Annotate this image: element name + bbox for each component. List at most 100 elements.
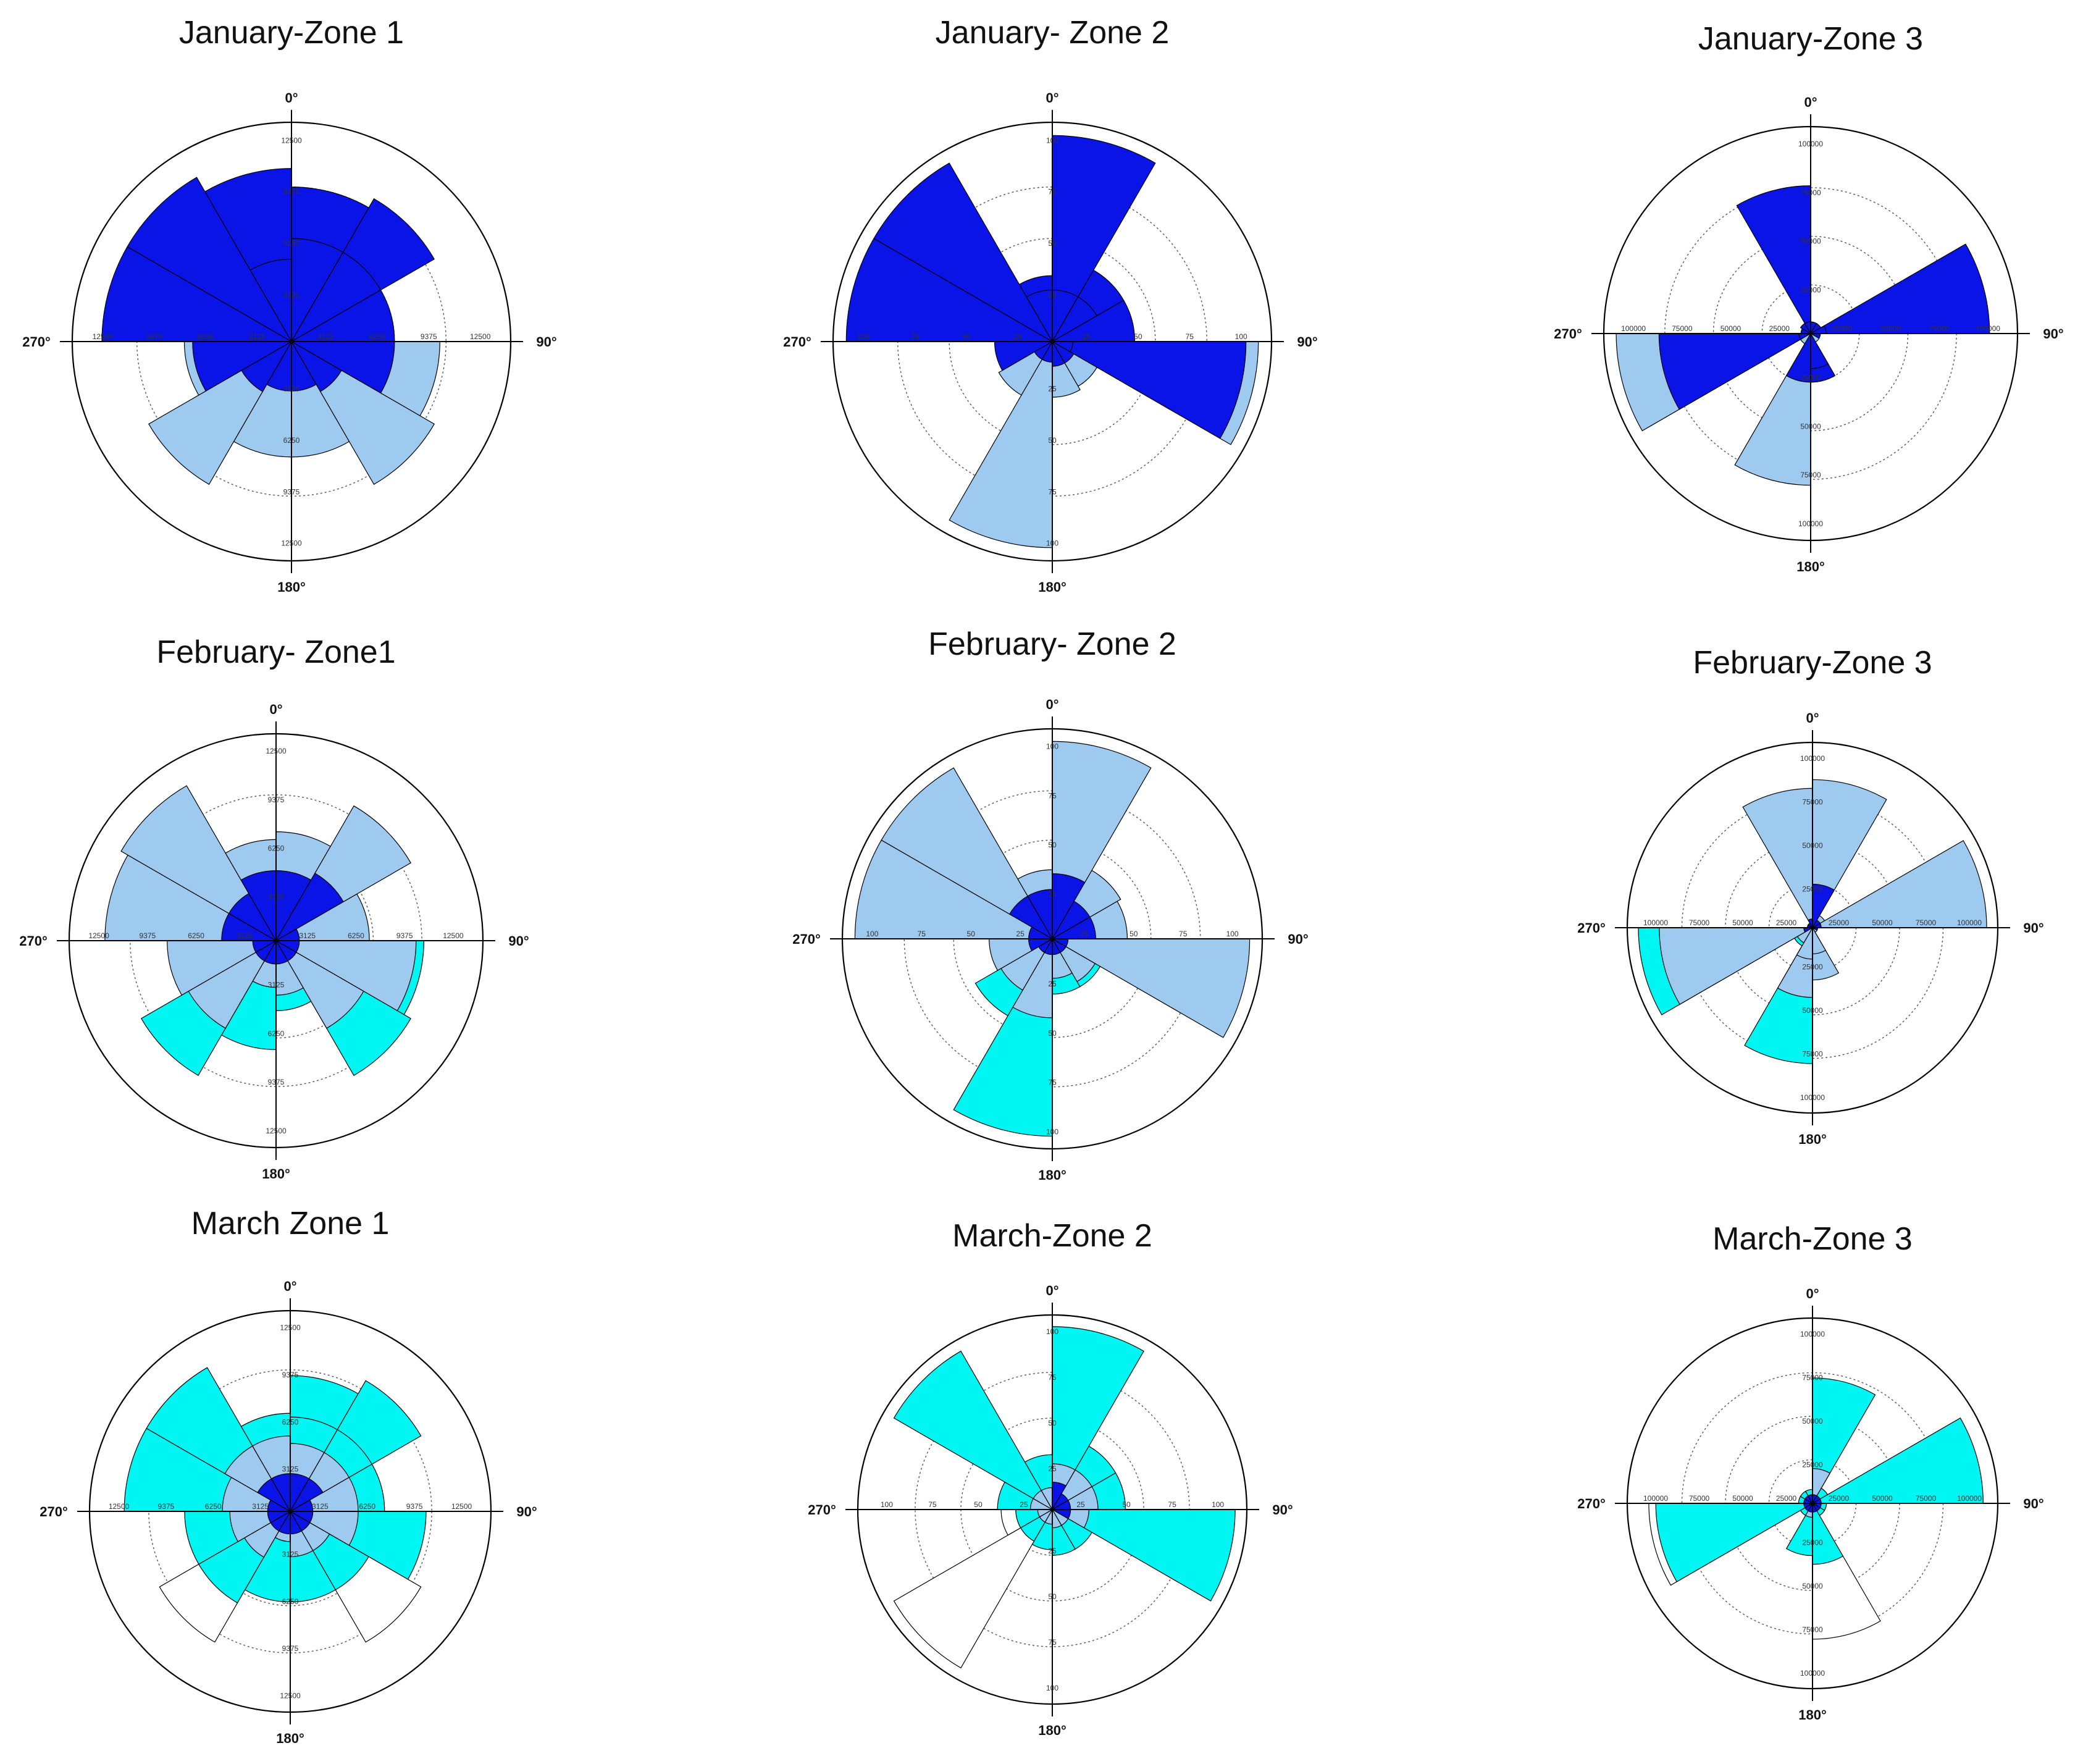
rose-sector — [290, 251, 382, 343]
axis-tick-label: 12500 — [93, 332, 114, 341]
direction-label: 0° — [269, 702, 282, 717]
axis-tick-label: 3125 — [299, 931, 316, 940]
axis-tick-label: 3125 — [317, 332, 334, 341]
direction-label: 270° — [808, 1502, 836, 1518]
axis-tick-label: 9375 — [282, 1371, 299, 1379]
axis-tick-label: 100000 — [1800, 1093, 1825, 1102]
axis-tick-label: 75000 — [1672, 324, 1693, 333]
direction-label: 90° — [1297, 334, 1317, 350]
rose-sector — [101, 246, 293, 342]
rose-sector — [1050, 1509, 1236, 1602]
axis-tick-label: 25 — [1048, 1547, 1057, 1555]
rose-chart-2: January- Zone 2 100 100 100 100 75 75 75 75 50 50 5… — [783, 15, 1317, 595]
direction-label: 0° — [1046, 90, 1058, 106]
axis-tick-label: 9375 — [158, 1502, 175, 1511]
axis-tick-label: 3125 — [312, 1502, 329, 1511]
direction-label: 0° — [1804, 94, 1817, 110]
axis-tick-label: 75000 — [1916, 918, 1937, 927]
axis-tick-label: 25000 — [1800, 285, 1821, 294]
direction-label: 180° — [1798, 1132, 1827, 1147]
axis-tick-label: 75 — [1048, 1078, 1057, 1087]
axis-tick-label: 6250 — [348, 931, 364, 940]
axis-tick-label: 9375 — [146, 332, 162, 341]
rose-sector — [854, 839, 1054, 939]
chart-title: March-Zone 2 — [952, 1218, 1152, 1254]
chart-title: January- Zone 2 — [936, 15, 1170, 51]
axis-tick-label: 100 — [1226, 930, 1239, 938]
direction-label: 0° — [1806, 710, 1819, 726]
axis-tick-label: 75000 — [1802, 1374, 1823, 1382]
axis-tick-label: 25000 — [1776, 918, 1797, 927]
axis-tick-label: 75 — [1048, 1638, 1057, 1647]
axis-tick-label: 100000 — [1643, 1494, 1668, 1503]
chart-title: March-Zone 3 — [1712, 1221, 1913, 1257]
rose-chart-6: February-Zone 3 100000 100000 100000 100000 7… — [1577, 645, 2043, 1147]
axis-tick-label: 50 — [1048, 436, 1057, 445]
axis-tick-label: 75 — [1168, 1500, 1176, 1509]
direction-label: 180° — [276, 1731, 304, 1746]
rose-sector — [949, 340, 1053, 548]
axis-tick-label: 12500 — [443, 931, 464, 940]
axis-tick-label: 100000 — [1957, 918, 1982, 927]
axis-tick-label: 75 — [928, 1500, 937, 1509]
direction-label: 180° — [262, 1166, 290, 1182]
axis-tick-label: 100 — [1212, 1500, 1224, 1509]
axis-tick-label: 9375 — [283, 188, 300, 196]
axis-tick-label: 75 — [1048, 487, 1057, 496]
axis-tick-label: 50000 — [1732, 918, 1753, 927]
rose-sector — [274, 940, 417, 1012]
axis-tick-label: 3125 — [252, 1502, 269, 1511]
rose-sector — [1655, 1503, 1814, 1582]
rose-sector — [1052, 1326, 1144, 1511]
axis-tick-label: 75000 — [1802, 1626, 1823, 1634]
axis-tick-label: 25000 — [1829, 1494, 1850, 1503]
axis-tick-label: 100 — [881, 1500, 893, 1509]
axis-tick-label: 25000 — [1800, 374, 1821, 382]
direction-label: 0° — [283, 1279, 296, 1294]
axis-tick-label: 12500 — [280, 1324, 301, 1332]
axis-tick-label: 100000 — [1621, 324, 1646, 333]
direction-label: 0° — [1806, 1286, 1819, 1301]
axis-tick-label: 75000 — [1800, 471, 1821, 479]
axis-tick-label: 50000 — [1800, 237, 1821, 246]
axis-tick-label: 12500 — [109, 1502, 130, 1511]
axis-tick-label: 50000 — [1800, 422, 1821, 430]
direction-label: 90° — [1288, 931, 1308, 947]
direction-label: 90° — [1272, 1502, 1293, 1518]
axis-tick-label: 25 — [1048, 890, 1057, 899]
axis-tick-label: 25 — [1020, 1500, 1028, 1509]
axis-tick-label: 12500 — [451, 1502, 472, 1511]
axis-tick-label: 50 — [1130, 930, 1138, 938]
direction-label: 180° — [1038, 579, 1067, 595]
axis-tick-label: 100 — [1046, 1327, 1058, 1336]
axis-tick-label: 6250 — [359, 1502, 375, 1511]
axis-tick-label: 50000 — [1802, 1006, 1823, 1015]
axis-tick-label: 100000 — [1976, 324, 2000, 333]
rose-sector — [290, 289, 395, 342]
axis-tick-label: 6250 — [283, 436, 300, 445]
axis-tick-label: 75000 — [1929, 324, 1950, 333]
direction-label: 90° — [508, 933, 529, 949]
axis-tick-label: 3125 — [283, 384, 300, 393]
axis-tick-label: 75000 — [1802, 798, 1823, 807]
rose-sector — [893, 1350, 1054, 1511]
direction-label: 270° — [22, 334, 51, 350]
axis-tick-label: 50000 — [1880, 324, 1901, 333]
axis-tick-label: 75000 — [1800, 188, 1821, 197]
direction-label: 0° — [285, 90, 298, 106]
rose-chart-8: March-Zone 2 100 100 100 100 75 75 75 75 50 50 50 50… — [808, 1218, 1293, 1738]
rose-sector — [127, 177, 293, 343]
axis-tick-label: 100 — [1046, 136, 1058, 145]
rose-sector — [275, 939, 364, 1029]
rose-sector — [873, 162, 1054, 343]
rose-chart-1: January-Zone 1 12500 12500 12500 12500 9375 93… — [22, 15, 556, 595]
axis-tick-label: 75000 — [1689, 918, 1710, 927]
axis-tick-label: 12500 — [266, 1127, 287, 1135]
rose-sector — [1811, 1418, 1984, 1504]
direction-label: 0° — [1046, 697, 1058, 712]
axis-tick-label: 25000 — [1829, 918, 1850, 927]
axis-tick-label: 25 — [1048, 384, 1057, 393]
rose-sector — [167, 940, 278, 996]
axis-tick-label: 50 — [1048, 1419, 1057, 1427]
axis-tick-label: 25 — [1048, 1464, 1057, 1473]
